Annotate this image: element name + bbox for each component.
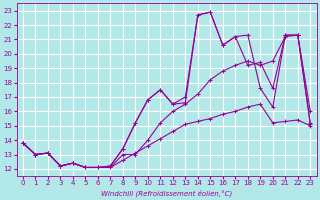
X-axis label: Windchill (Refroidissement éolien,°C): Windchill (Refroidissement éolien,°C): [101, 189, 232, 197]
